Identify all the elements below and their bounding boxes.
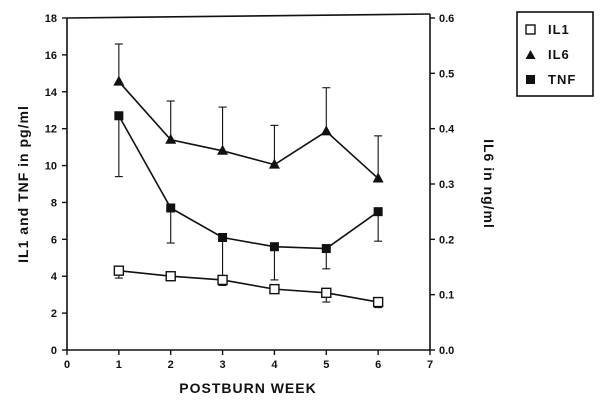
- x-tick-label: 7: [427, 359, 433, 371]
- il1-point: [269, 283, 280, 295]
- y-right-tick-label: 0.3: [439, 179, 454, 191]
- x-tick-label: 1: [116, 359, 122, 371]
- legend-il1-marker: [525, 24, 536, 35]
- il1-point: [113, 265, 125, 276]
- x-tick-label: 6: [375, 359, 381, 371]
- y-axis-left-title: IL1 and TNF in pg/ml: [15, 105, 31, 263]
- legend-tnf-marker: [526, 75, 535, 84]
- tnf-line: [118, 115, 379, 250]
- legend-il6-marker: [525, 50, 536, 59]
- error-bars: [114, 43, 383, 309]
- tnf-point: [114, 111, 124, 121]
- ticks: 0 1 2 3 4 5 6 70246810121416180.00.10.20.30.40.…: [45, 13, 455, 371]
- il6-point: [165, 133, 177, 144]
- y-left-tick-label: 2: [51, 308, 57, 320]
- legend-il1-label: IL1: [548, 22, 570, 37]
- y-left-tick-label: 18: [45, 13, 57, 25]
- y-right-tick-label: 0.2: [439, 234, 454, 246]
- il6-point: [268, 158, 280, 169]
- y-right-tick-label: 0.6: [439, 13, 454, 25]
- il6-point: [113, 75, 125, 86]
- series-markers: [113, 75, 384, 308]
- y-left-tick-label: 14: [45, 87, 58, 99]
- x-tick-label: 4: [271, 359, 278, 371]
- axes: [66, 13, 431, 351]
- y-left-tick-label: 8: [51, 197, 57, 209]
- top-frame-line: [66, 13, 431, 19]
- x-tick-label: 5: [323, 359, 329, 371]
- x-tick-label: 2: [168, 359, 174, 371]
- tnf-point: [373, 207, 383, 217]
- legend: IL1 IL6 TNF: [516, 11, 594, 97]
- y-axis-right-title: IL6 in ng/ml: [481, 139, 497, 229]
- legend-frame: [516, 11, 594, 97]
- il1-line: [118, 269, 379, 303]
- y-right-tick-label: 0.5: [439, 68, 454, 80]
- il6-point: [320, 125, 332, 136]
- legend-tnf-label: TNF: [548, 72, 576, 87]
- tnf-point: [321, 244, 331, 254]
- il1-point: [321, 287, 332, 299]
- il6-point: [217, 144, 229, 155]
- il1-point: [217, 274, 228, 286]
- tnf-point: [218, 232, 228, 242]
- y-left-tick-label: 12: [45, 124, 57, 136]
- y-left-tick-label: 6: [51, 234, 57, 246]
- tnf-point: [269, 242, 279, 252]
- series-lines: [118, 81, 379, 303]
- y-right-tick-label: 0.1: [439, 290, 454, 302]
- il6-point: [372, 172, 384, 183]
- il6-line: [118, 81, 379, 180]
- y-left-tick-label: 0: [51, 345, 57, 357]
- x-tick-label: 3: [220, 359, 226, 371]
- y-left-tick-label: 10: [45, 161, 57, 173]
- tnf-point: [166, 203, 176, 213]
- x-tick-label: 0: [64, 359, 70, 371]
- il1-point: [165, 271, 176, 282]
- y-right-tick-label: 0.0: [439, 345, 454, 357]
- y-left-tick-label: 4: [51, 271, 58, 283]
- y-right-tick-label: 0.4: [439, 124, 455, 136]
- y-left-tick-label: 16: [45, 50, 57, 62]
- il1-point: [372, 296, 384, 308]
- x-axis-title: POSTBURN WEEK: [179, 380, 316, 396]
- legend-il6-label: IL6: [548, 47, 570, 62]
